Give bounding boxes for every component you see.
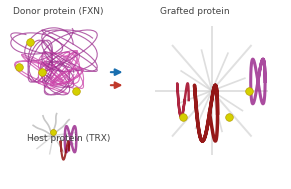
Point (227, 115, 231, 118)
Point (51, 130, 56, 133)
Point (247, 89, 252, 92)
Point (16, 65, 21, 68)
Text: Grafted protein: Grafted protein (160, 7, 230, 16)
Point (181, 115, 185, 118)
Text: Donor protein (FXN): Donor protein (FXN) (13, 7, 103, 16)
Point (39, 71, 44, 74)
Text: Host protein (TRX): Host protein (TRX) (27, 134, 111, 143)
Point (74, 89, 79, 92)
Point (28, 41, 33, 44)
